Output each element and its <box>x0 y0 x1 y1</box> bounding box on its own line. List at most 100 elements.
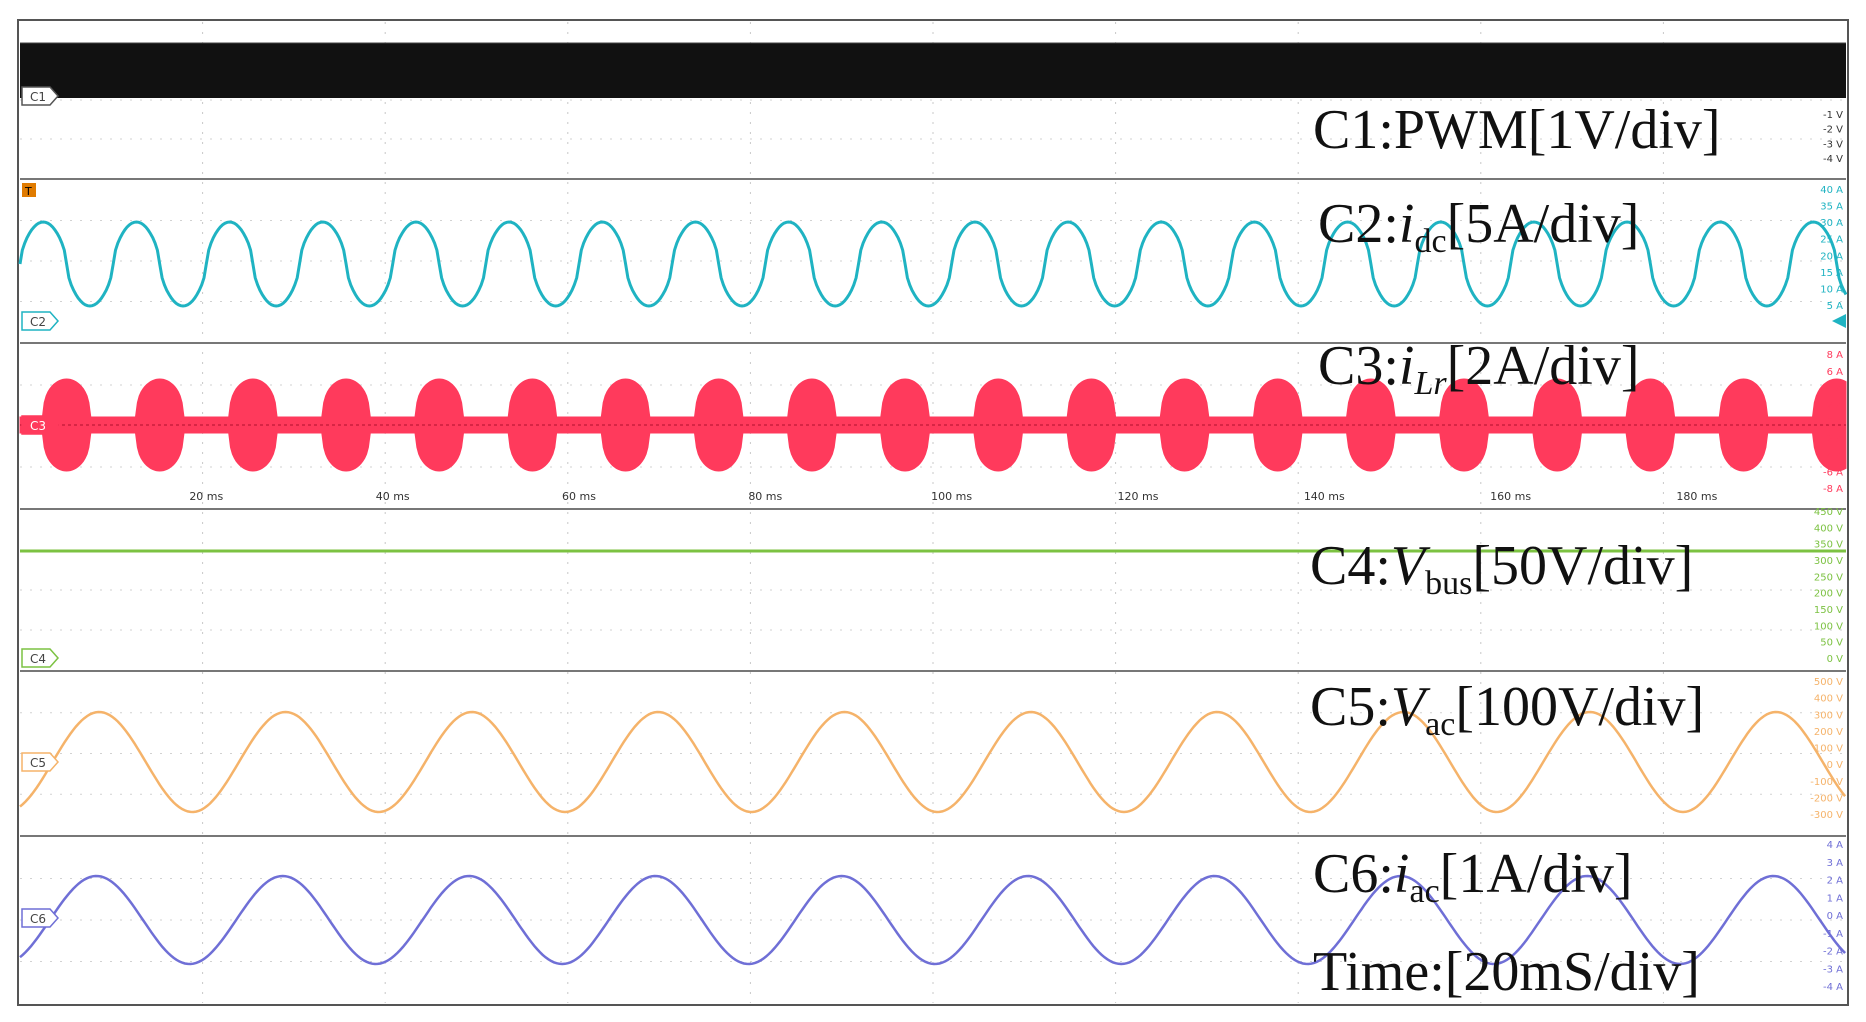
scale-tick-label: 400 V <box>1814 523 1843 534</box>
annotation-subscript: ac <box>1409 873 1439 910</box>
scale-tick-label: 4 A <box>1827 840 1844 851</box>
annotation-prefix: C5: <box>1310 676 1391 738</box>
channel-annotations: C1:PWM[1V/div]C2:idc[5A/div]C3:iLr[2A/di… <box>1310 99 1721 910</box>
time-tick-label: 20 ms <box>189 490 223 503</box>
scale-tick-label: -100 V <box>1810 777 1843 788</box>
annotation-scale: [1A/div] <box>1440 843 1633 905</box>
panel-separators <box>20 178 1846 837</box>
scale-tick-label: 5 A <box>1827 301 1844 312</box>
scale-tick-label: -2 V <box>1823 125 1843 136</box>
annotation-subscript: bus <box>1425 565 1472 602</box>
channel-scales: -1 V -2 V -3 V -4 V 40 A 35 A 30 A 25 A 20 A 15 A… <box>1810 110 1843 993</box>
scale-tick-label: 0 A <box>1827 911 1844 922</box>
scale-tick-label: 150 V <box>1814 605 1843 616</box>
trace-c2 <box>18 220 1848 308</box>
time-tick-label: 40 ms <box>376 490 410 503</box>
time-tick-label: 140 ms <box>1304 490 1345 503</box>
scale-tick-label: 0 V <box>1827 760 1844 771</box>
scale-c6: 4 A 3 A 2 A 1 A 0 A -1 A -2 A -3 A -4 A <box>1823 840 1843 993</box>
scale-tick-label: -1 V <box>1823 110 1843 121</box>
scale-tick-label: -4 A <box>1823 982 1843 993</box>
scale-tick-label: 20 A <box>1820 251 1843 262</box>
annotation-variable: i <box>1394 843 1410 905</box>
annotation-variable: i <box>1399 193 1415 255</box>
scale-tick-label: -4 V <box>1823 154 1843 165</box>
channel-markers: C1 C2 C3 C4 C5 C6 T <box>21 86 1846 928</box>
scale-tick-label: -300 V <box>1810 810 1843 821</box>
marker-label: C4 <box>30 652 46 666</box>
scale-tick-label: 200 V <box>1814 727 1843 738</box>
marker-label: C2 <box>30 315 46 329</box>
annotation-prefix: C1:PWM <box>1313 99 1528 161</box>
scale-tick-label: 300 V <box>1814 556 1843 567</box>
scale-tick-label: 15 A <box>1820 268 1843 279</box>
scale-tick-label: -2 A <box>1823 947 1843 958</box>
marker-label: C3 <box>30 419 46 433</box>
scale-tick-label: 4 A <box>1827 384 1844 395</box>
annotation-prefix: C4: <box>1310 535 1391 597</box>
time-tick-label: 60 ms <box>562 490 596 503</box>
scale-tick-label: 50 V <box>1820 638 1843 649</box>
scale-tick-label: -8 A <box>1823 484 1843 495</box>
time-tick-label: 160 ms <box>1490 490 1531 503</box>
marker-label: C6 <box>30 912 46 926</box>
annotation-c1: C1:PWM[1V/div] <box>1313 99 1721 161</box>
scale-tick-label: 2 A <box>1827 876 1844 887</box>
scale-tick-label: -6 A <box>1823 467 1843 478</box>
trace-c6 <box>19 874 1846 966</box>
marker-shape <box>21 415 60 435</box>
annotation-c4: C4:Vbus[50V/div] <box>1310 535 1693 602</box>
channel-marker-c3: C3 <box>21 415 60 435</box>
time-tick-label: 80 ms <box>748 490 782 503</box>
annotation-subscript: Lr <box>1413 365 1447 402</box>
marker-label: C1 <box>30 90 46 104</box>
annotation-variable: V <box>1391 535 1431 597</box>
time-tick-label: 120 ms <box>1118 490 1159 503</box>
scale-tick-label: -1 A <box>1823 929 1843 940</box>
scale-tick-label: 0 V <box>1827 654 1844 665</box>
annotation-variable: V <box>1391 676 1431 738</box>
annotation-c5: C5:Vac[100V/div] <box>1310 676 1704 743</box>
annotation-prefix: C2: <box>1318 193 1399 255</box>
annotation-c6: C6:iac[1A/div] <box>1313 843 1633 910</box>
annotation-c3: C3:iLr[2A/div] <box>1318 335 1639 402</box>
scale-tick-label: 250 V <box>1814 572 1843 583</box>
annotation-scale: [1V/div] <box>1528 99 1721 161</box>
channel-marker-c4: C4 <box>21 648 60 668</box>
annotation-scale: [2A/div] <box>1447 335 1640 397</box>
scale-tick-label: -3 V <box>1823 139 1843 150</box>
scale-c1: -1 V -2 V -3 V -4 V <box>1823 110 1843 165</box>
scale-tick-label: 40 A <box>1820 185 1843 196</box>
time-annotation: Time:[20mS/div] <box>1313 941 1700 1003</box>
scale-tick-label: 8 A <box>1827 350 1844 361</box>
scale-tick-label: 350 V <box>1814 540 1843 551</box>
annotation-subscript: ac <box>1425 706 1455 743</box>
scale-tick-label: 450 V <box>1814 507 1843 518</box>
channel-marker-c5: C5 <box>21 752 60 772</box>
trigger-label: T <box>24 185 32 198</box>
c2-offset-icon <box>1832 314 1846 328</box>
annotation-prefix: C3: <box>1318 335 1399 397</box>
channel-marker-c6: C6 <box>21 908 60 928</box>
scale-tick-label: -2 A <box>1823 434 1843 445</box>
scale-tick-label: 35 A <box>1820 202 1843 213</box>
time-tick-label: 100 ms <box>931 490 972 503</box>
marker-shape <box>21 648 60 668</box>
channel-marker-c2: C2 <box>21 311 60 331</box>
scale-tick-label: 30 A <box>1820 218 1843 229</box>
trigger-marker: T <box>22 183 36 198</box>
annotation-scale: [5A/div] <box>1447 193 1640 255</box>
scale-c4: 450 V 400 V 350 V 300 V 250 V 200 V 150 V 100 V… <box>1814 507 1843 665</box>
scale-tick-label: 10 A <box>1820 284 1843 295</box>
annotation-prefix: C6: <box>1313 843 1394 905</box>
time-axis-ticks: 20 ms 40 ms 60 ms 80 ms 100 ms 120 ms 140 ms 16… <box>189 490 1717 503</box>
scale-tick-label: 0 A <box>1827 417 1844 428</box>
scale-tick-label: -3 A <box>1823 964 1843 975</box>
annotation-variable: i <box>1399 335 1415 397</box>
scale-c2: 40 A 35 A 30 A 25 A 20 A 15 A 10 A 5 A <box>1820 185 1843 312</box>
marker-shape <box>21 86 60 106</box>
scale-c3: 8 A 6 A 4 A 2 A 0 A -2 A -4 A -6 A -8 A <box>1823 350 1843 495</box>
scale-tick-label: 500 V <box>1814 677 1843 688</box>
scale-tick-label: 25 A <box>1820 235 1843 246</box>
scale-tick-label: 6 A <box>1827 367 1844 378</box>
